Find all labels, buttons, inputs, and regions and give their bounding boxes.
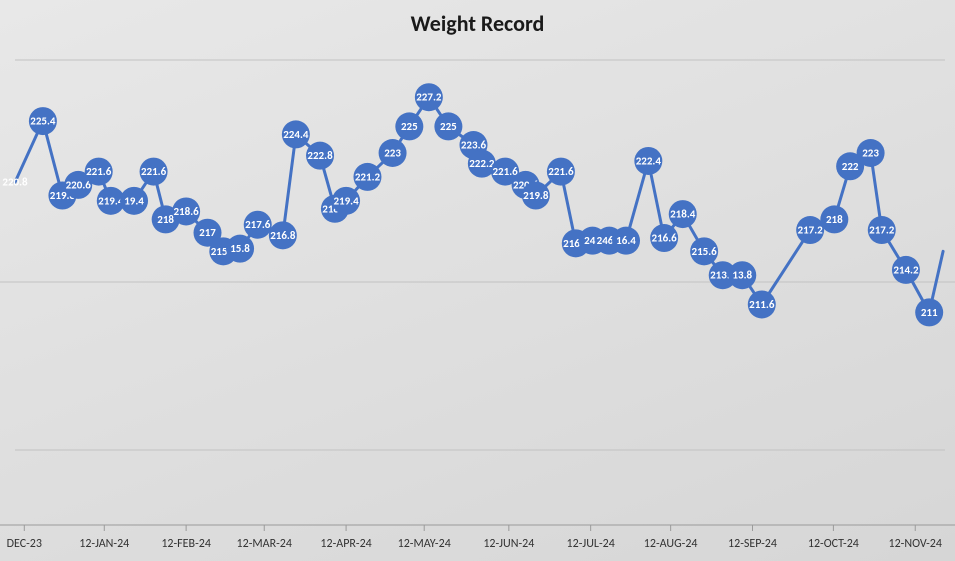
weight-record-chart: Weight Record DEC-2312-JAN-2412-FEB-2412… (0, 0, 955, 561)
data-label: 221.6 (86, 165, 112, 178)
data-label: 215.6 (692, 245, 718, 258)
x-axis-label: DEC-23 (7, 537, 42, 551)
data-label: 211.6 (749, 298, 775, 311)
data-label: 16.4 (616, 234, 636, 247)
data-label: 222 (842, 160, 859, 173)
data-label: 217.2 (798, 224, 824, 237)
data-label: 225 (440, 120, 457, 133)
data-label: 15.8 (230, 242, 250, 255)
data-label: 219.4 (333, 194, 359, 207)
series-line (15, 97, 943, 312)
x-axis-label: 12-FEB-24 (161, 537, 211, 551)
x-axis-label: 12-AUG-24 (644, 537, 698, 551)
data-label: 218.6 (173, 205, 199, 218)
data-label: 216.8 (270, 229, 296, 242)
x-axis-label: 12-MAY-24 (398, 537, 451, 551)
data-label: 223.6 (461, 139, 487, 152)
data-label: 223 (862, 147, 879, 160)
data-label: 19.4 (124, 194, 144, 207)
x-axis-label: 12-APR-24 (320, 537, 371, 551)
data-label: 223 (384, 147, 401, 160)
x-axis-label: 12-OCT-24 (808, 537, 859, 551)
data-label: 221.6 (548, 165, 574, 178)
data-label: 218.4 (670, 208, 696, 221)
data-label: 211 (921, 306, 938, 319)
data-label: 221.2 (355, 170, 381, 183)
x-axis-label: 12-JAN-24 (79, 537, 129, 551)
data-label: 227.2 (416, 91, 442, 104)
data-label: 218 (157, 213, 174, 226)
x-axis-label: 12-JUN-24 (483, 537, 534, 551)
data-label: 219.8 (523, 189, 549, 202)
data-label: 222.8 (307, 149, 333, 162)
data-label: 216.6 (652, 232, 678, 245)
x-axis-label: 12-JUL-24 (567, 537, 615, 551)
data-label: 220.6 (66, 178, 92, 191)
x-axis-label: 12-SEP-24 (728, 537, 777, 551)
data-label: 221.6 (492, 165, 518, 178)
data-label: 225 (401, 120, 418, 133)
data-label: 214.2 (893, 263, 919, 276)
data-label: 222.2 (469, 157, 495, 170)
x-axis-label: 12-MAR-24 (237, 537, 292, 551)
data-label: 221.6 (141, 165, 167, 178)
x-axis-label: 12-NOV-24 (889, 537, 942, 551)
chart-plot: DEC-23 12-JAN-24 12-FEB-24 12-MAR-24 12-APR-… (0, 0, 955, 561)
data-label: 219.4 (98, 194, 124, 207)
data-label: 218 (826, 213, 843, 226)
data-label: 217.6 (245, 218, 271, 231)
data-label: 222.4 (636, 154, 662, 167)
data-label: 224.4 (283, 128, 309, 141)
data-label: 220.8 (2, 176, 28, 189)
data-label: 217 (199, 226, 216, 239)
data-label: 13.8 (732, 269, 752, 282)
data-label: 225.4 (30, 115, 56, 128)
data-label: 217.2 (869, 224, 895, 237)
